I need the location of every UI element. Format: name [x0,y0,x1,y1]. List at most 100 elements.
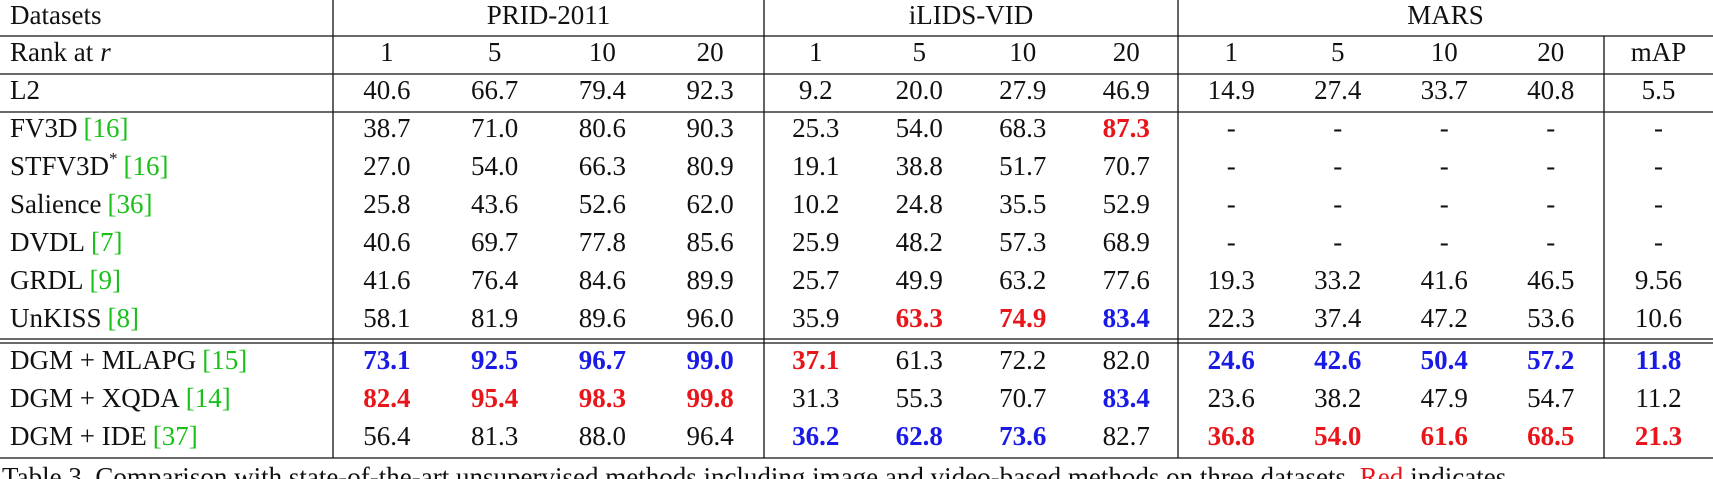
value: 54.7 [1527,383,1574,413]
value: 47.2 [1421,303,1468,333]
citation: [16] [124,151,169,181]
value: 27.9 [999,75,1046,105]
value: 35.9 [792,303,839,333]
highlighted-value: 87.3 [1103,113,1150,143]
value: 37.4 [1314,303,1362,333]
value: 23.6 [1208,383,1255,413]
value: 5.5 [1642,75,1676,105]
value: - [1333,227,1342,257]
method-name: DGM + MLAPG [15] [10,345,247,375]
highlighted-value: 61.6 [1421,421,1468,451]
value: 77.8 [579,227,626,257]
method-name: DGM + XQDA [14] [10,383,231,413]
highlighted-value: 73.6 [999,421,1046,451]
value: 76.4 [471,265,519,295]
value: 47.9 [1421,383,1468,413]
value: 53.6 [1527,303,1574,333]
value: 33.7 [1421,75,1468,105]
method-name: FV3D [16] [10,113,129,143]
highlighted-value: 36.2 [792,421,839,451]
method-name: STFV3D* [16] [10,149,169,181]
value: 46.9 [1103,75,1150,105]
rank-header: 1 [380,37,394,67]
value: - [1546,227,1555,257]
value: 68.3 [999,113,1046,143]
highlighted-value: 37.1 [792,345,839,375]
value: 72.2 [999,345,1046,375]
highlighted-value: 83.4 [1103,303,1150,333]
value: 19.3 [1208,265,1255,295]
rank-header: mAP [1631,37,1687,67]
value: 38.2 [1314,383,1361,413]
highlighted-value: 50.4 [1421,345,1468,375]
value: - [1654,227,1663,257]
value: 40.6 [363,227,410,257]
method-name: DVDL [7] [10,227,122,257]
value: 9.56 [1635,265,1682,295]
value: 79.4 [579,75,627,105]
rank-header: 1 [1225,37,1239,67]
method-name: GRDL [9] [10,265,121,295]
value: 68.9 [1103,227,1150,257]
citation: [36] [107,189,152,219]
value: 82.7 [1103,421,1150,451]
rank-header: 5 [1331,37,1345,67]
highlighted-value: 82.4 [363,383,410,413]
value: - [1546,151,1555,181]
value: 10.2 [792,189,839,219]
value: 92.3 [687,75,734,105]
method: UnKISS [10,303,102,333]
value: 38.7 [363,113,410,143]
value: 49.9 [896,265,943,295]
method: FV3D [10,113,78,143]
value: 25.7 [792,265,839,295]
highlighted-value: 11.8 [1636,345,1682,375]
rank-header: 5 [913,37,927,67]
caption: Table 3. Comparison with state-of-the-ar… [2,462,1506,479]
value: 69.7 [471,227,518,257]
value: 19.1 [792,151,839,181]
value: 54.0 [471,151,518,181]
method: L2 [10,75,40,105]
value: 41.6 [363,265,410,295]
group-header: MARS [1407,0,1484,30]
value: 25.3 [792,113,839,143]
value: - [1546,113,1555,143]
value: - [1227,189,1236,219]
value: - [1333,151,1342,181]
method-name: L2 [10,75,40,105]
value: 38.8 [896,151,943,181]
method: DGM + XQDA [10,383,180,413]
value: 70.7 [999,383,1046,413]
value: - [1654,113,1663,143]
rank-variable: r [100,37,111,67]
highlighted-value: 57.2 [1527,345,1574,375]
highlighted-value: 62.8 [896,421,943,451]
value: 66.3 [579,151,626,181]
rank-header: 10 [1431,37,1458,67]
value: 90.3 [687,113,734,143]
rank-header: 20 [1537,37,1564,67]
value: 41.6 [1421,265,1468,295]
value: - [1440,189,1449,219]
value: 52.9 [1103,189,1150,219]
caption-highlight: Red [1360,462,1404,479]
value: 33.2 [1314,265,1361,295]
value: 96.0 [687,303,734,333]
value: - [1440,113,1449,143]
value: 31.3 [792,383,839,413]
method: GRDL [10,265,84,295]
rank-header: 5 [488,37,502,67]
superscript: * [109,149,118,168]
rank-header: 20 [697,37,724,67]
citation: [15] [202,345,247,375]
citation: [9] [90,265,121,295]
highlighted-value: 63.3 [896,303,943,333]
value: 71.0 [471,113,518,143]
highlighted-value: 83.4 [1103,383,1150,413]
value: 10.6 [1635,303,1682,333]
citation: [8] [108,303,139,333]
highlighted-value: 68.5 [1527,421,1574,451]
method-name: UnKISS [8] [10,303,139,333]
